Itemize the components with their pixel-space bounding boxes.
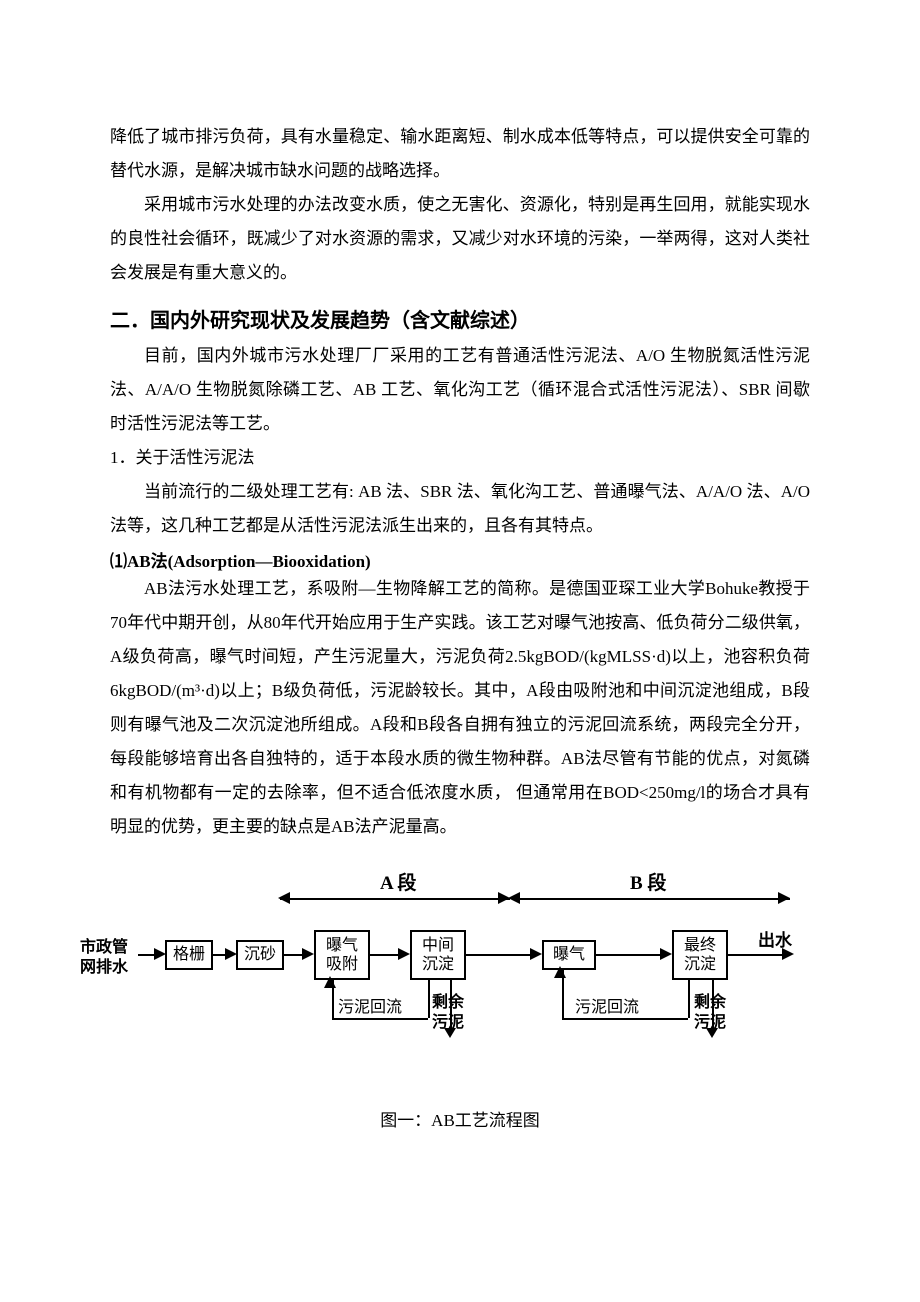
arrow-right-icon [398, 948, 410, 960]
segment-a-span [280, 898, 510, 900]
surplus-sludge-b-l2: 污泥 [694, 1013, 726, 1032]
document-page: 降低了城市排污负荷，具有水量稳定、输水距离短、制水成本低等特点，可以提供安全可靠… [0, 0, 920, 1302]
connector [428, 980, 430, 1018]
paragraph: 当前流行的二级处理工艺有: AB 法、SBR 法、氧化沟工艺、普通曝气法、A/A… [110, 475, 810, 543]
node-final-sediment: 最终 沉淀 [672, 930, 728, 980]
node-grid: 格栅 [165, 940, 213, 970]
surplus-sludge-a-l1: 剩余 [432, 993, 464, 1012]
sub-heading-ab: ⑴AB法(Adsorption—Biooxidation) [110, 547, 810, 572]
connector [332, 1018, 428, 1020]
arrow-up-icon [324, 976, 336, 988]
paragraph-continuation: 降低了城市排污负荷，具有水量稳定、输水距离短、制水成本低等特点，可以提供安全可靠… [110, 120, 810, 188]
node-aeration-b: 曝气 [542, 940, 596, 970]
ab-process-flowchart: A 段 B 段 市政管 网排水 格栅 沉砂 曝气 吸附 [110, 868, 810, 1088]
arrow-right-icon [660, 948, 672, 960]
paragraph: 采用城市污水处理的办法改变水质，使之无害化、资源化，特别是再生回用，就能实现水的… [110, 188, 810, 290]
sludge-return-b-label: 污泥回流 [575, 998, 639, 1017]
surplus-sludge-a-l2: 污泥 [432, 1013, 464, 1032]
paragraph: AB法污水处理工艺，系吸附—生物降解工艺的简称。是德国亚琛工业大学Bohuke教… [110, 572, 810, 844]
arrow-right-icon [530, 948, 542, 960]
outlet-label: 出水 [758, 926, 792, 951]
inlet-label-line2: 网排水 [80, 958, 128, 977]
inlet-label-line1: 市政管 [80, 938, 128, 957]
node-line2: 沉淀 [684, 955, 716, 974]
figure-caption: 图一：AB工艺流程图 [110, 1106, 810, 1131]
connector [596, 954, 666, 956]
arrow-up-icon [554, 966, 566, 978]
node-line1: 曝气 [326, 936, 358, 955]
connector [688, 980, 690, 1018]
arrow-right-icon [302, 948, 314, 960]
connector [466, 954, 536, 956]
segment-b-label: B 段 [630, 868, 666, 895]
paragraph: 目前，国内外城市污水处理厂厂采用的工艺有普通活性污泥法、A/O 生物脱氮活性污泥… [110, 339, 810, 441]
surplus-sludge-b-l1: 剩余 [694, 993, 726, 1012]
connector [728, 954, 788, 956]
flowchart-container: A 段 B 段 市政管 网排水 格栅 沉砂 曝气 吸附 [110, 868, 810, 1131]
node-line2: 沉淀 [422, 955, 454, 974]
arrow-left-icon [508, 892, 520, 904]
segment-a-label: A 段 [380, 868, 416, 895]
sludge-return-a-label: 污泥回流 [338, 998, 402, 1017]
segment-b-span [520, 898, 790, 900]
connector [562, 1018, 688, 1020]
arrow-left-icon [278, 892, 290, 904]
arrow-right-icon [778, 892, 790, 904]
node-aeration-adsorption: 曝气 吸附 [314, 930, 370, 980]
node-line2: 吸附 [326, 955, 358, 974]
node-line1: 中间 [422, 936, 454, 955]
section-heading-2: 二．国内外研究现状及发展趋势（含文献综述） [110, 304, 810, 333]
numbered-subsection: 1．关于活性污泥法 [110, 441, 810, 475]
node-sand: 沉砂 [236, 940, 284, 970]
node-line1: 最终 [684, 936, 716, 955]
node-intermediate-sediment: 中间 沉淀 [410, 930, 466, 980]
